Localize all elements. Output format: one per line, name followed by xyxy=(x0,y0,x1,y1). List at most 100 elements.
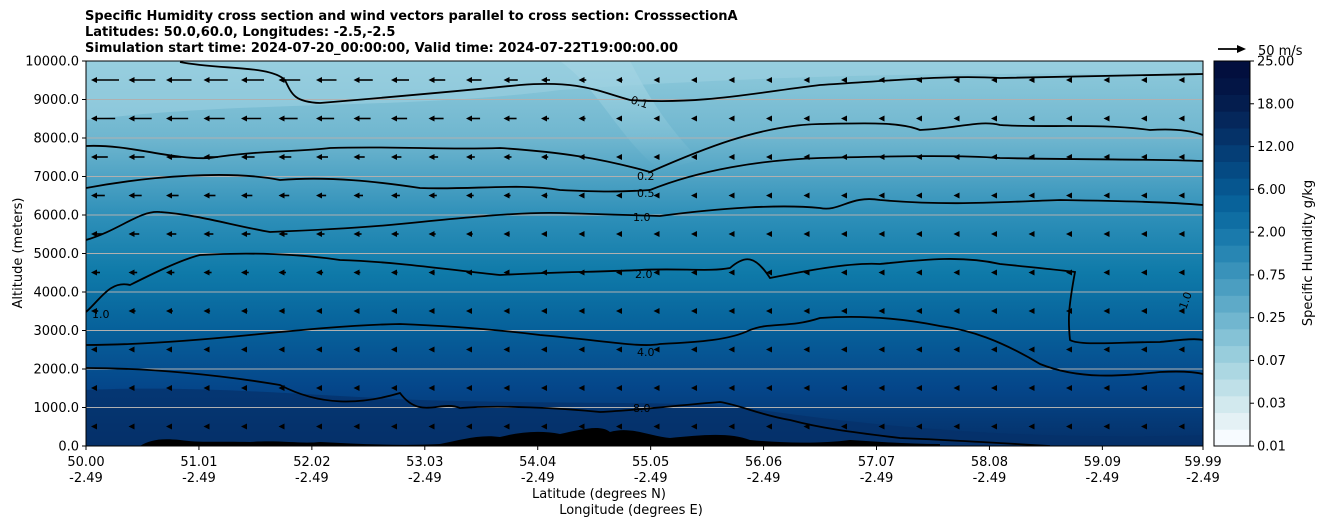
wind-vector xyxy=(616,308,622,314)
contour-0.2 xyxy=(86,122,1203,173)
wind-vector xyxy=(166,269,175,276)
wind-vector xyxy=(166,423,172,430)
wind-vector xyxy=(691,423,697,430)
wind-vector xyxy=(428,154,439,160)
wind-vector xyxy=(203,385,210,391)
wind-vector xyxy=(353,77,373,83)
wind-vector xyxy=(316,308,322,314)
wind-vector xyxy=(316,77,337,83)
wind-vector xyxy=(203,77,228,83)
wind-vector xyxy=(803,423,810,430)
wind-vector xyxy=(1103,423,1110,430)
wind-vector xyxy=(578,115,586,122)
wind-vector xyxy=(1178,154,1185,160)
wind-vector xyxy=(466,269,472,276)
wind-vector xyxy=(278,346,285,353)
wind-vector xyxy=(128,115,152,122)
colorbar-swatch xyxy=(1214,395,1250,414)
wind-vector xyxy=(503,385,510,391)
wind-vector xyxy=(541,385,547,391)
wind-vector xyxy=(316,115,335,122)
wind-vector xyxy=(616,231,622,237)
wind-vector xyxy=(691,385,697,391)
contour-0.1 xyxy=(179,61,1203,104)
wind-vector xyxy=(466,115,481,122)
wind-vector xyxy=(241,77,264,83)
wind-vector xyxy=(653,385,660,391)
wind-vector xyxy=(391,154,402,160)
wind-vector xyxy=(728,423,735,430)
wind-vector xyxy=(691,269,697,276)
wind-vector xyxy=(616,269,622,276)
wind-vector xyxy=(203,192,216,199)
wind-vector xyxy=(1103,269,1110,276)
wind-vector xyxy=(1178,231,1185,237)
wind-vector xyxy=(616,346,622,353)
wind-vector xyxy=(1141,231,1147,237)
wind-vector xyxy=(1066,115,1072,122)
title-line-3: Simulation start time: 2024-07-20_00:00:… xyxy=(85,41,678,56)
wind-vector xyxy=(728,115,735,122)
wind-vector xyxy=(241,192,253,199)
wind-vector xyxy=(391,231,399,237)
wind-vector xyxy=(766,423,772,430)
wind-vector xyxy=(1103,192,1110,199)
wind-vector xyxy=(203,308,211,314)
colorbar-tick-label: 6.00 xyxy=(1257,183,1286,198)
y-tick-label: 3000.0 xyxy=(34,324,80,339)
contour-label-0.2: 0.2 xyxy=(637,170,655,183)
wind-vector xyxy=(1141,77,1147,83)
colorbar-tick-label: 0.25 xyxy=(1257,311,1286,326)
wind-vector xyxy=(578,77,587,83)
wind-vector xyxy=(1066,269,1072,276)
x-tick-label-lat: 59.09 xyxy=(1084,455,1121,470)
wind-vector xyxy=(241,346,247,353)
wind-reference-key: 50 m/s xyxy=(1218,44,1303,59)
wind-vector xyxy=(391,77,409,83)
wind-vector xyxy=(953,269,960,276)
x-tick-label-lat: 58.08 xyxy=(971,455,1008,470)
wind-vector xyxy=(803,269,810,276)
wind-vector xyxy=(878,115,885,122)
wind-vector xyxy=(578,231,585,237)
wind-vector xyxy=(691,77,697,83)
wind-vector xyxy=(1028,115,1035,122)
wind-vector xyxy=(991,385,997,391)
wind-vector xyxy=(91,308,99,314)
wind-vector xyxy=(278,231,288,237)
wind-vector xyxy=(541,231,547,237)
wind-vector xyxy=(91,346,97,353)
wind-vector xyxy=(428,115,444,122)
y-tick-label: 5000.0 xyxy=(34,247,80,262)
wind-vector xyxy=(766,115,772,122)
x-tick-label-lon: -2.49 xyxy=(973,471,1007,486)
wind-reference-label: 50 m/s xyxy=(1258,44,1303,59)
colorbar-swatch xyxy=(1214,94,1250,112)
colorbar-swatch xyxy=(1214,111,1250,129)
wind-vector xyxy=(916,115,922,122)
colorbar-swatch xyxy=(1214,261,1250,280)
wind-vector xyxy=(653,231,660,237)
x-tick-label-lon: -2.49 xyxy=(1186,471,1220,486)
contour-label-0.1: 0.1 xyxy=(629,93,650,111)
wind-vector xyxy=(578,423,585,430)
wind-vector xyxy=(1066,154,1072,160)
wind-vector xyxy=(691,231,697,237)
wind-vector xyxy=(991,231,997,237)
colorbar-swatch xyxy=(1214,144,1250,162)
wind-vector xyxy=(353,308,360,314)
wind-vector xyxy=(1103,346,1110,353)
wind-vector xyxy=(916,231,922,237)
chart-title: Specific Humidity cross section and wind… xyxy=(85,9,738,57)
wind-vector xyxy=(353,154,365,160)
wind-vector xyxy=(616,77,623,83)
wind-vector xyxy=(1178,269,1185,276)
y-tick-label: 9000.0 xyxy=(34,93,80,108)
wind-vector xyxy=(353,385,360,391)
x-tick-label-lat: 54.04 xyxy=(519,455,556,470)
colorbar-swatch xyxy=(1214,429,1250,447)
wind-vector xyxy=(278,308,285,314)
wind-vector xyxy=(691,154,697,160)
wind-vector xyxy=(653,154,660,160)
wind-vector xyxy=(128,423,135,430)
